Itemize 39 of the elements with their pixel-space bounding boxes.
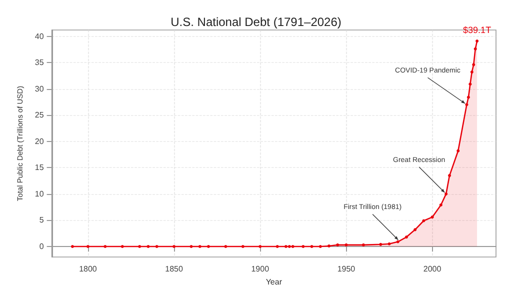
y-tick-label: 20 [34, 136, 44, 146]
point [466, 96, 470, 99]
x-tick-label: 1800 [79, 264, 98, 274]
point [474, 47, 477, 50]
point [224, 244, 228, 248]
point [310, 244, 314, 248]
point [336, 243, 340, 246]
x-axis-title: Year [266, 277, 282, 286]
y-tick-label: 25 [34, 110, 44, 120]
y-tick-label: 10 [34, 189, 44, 198]
point [465, 103, 468, 106]
y-tick-label: 15 [34, 163, 44, 172]
y-tick-label: 40 [34, 32, 44, 41]
y-tick-label: 30 [34, 84, 44, 94]
point [444, 192, 448, 196]
point [190, 244, 193, 248]
point [470, 70, 474, 74]
point [146, 244, 150, 248]
y-tick-label: 5 [39, 216, 44, 225]
x-tick-label: 1900 [251, 264, 270, 274]
point [439, 203, 442, 206]
point [414, 228, 417, 232]
chart-title: U.S. National Debt (1791–2026) [170, 15, 342, 29]
point [430, 216, 434, 219]
point [472, 63, 476, 66]
point [388, 242, 391, 246]
point [379, 242, 382, 246]
point [456, 149, 460, 152]
data-label: $39.1T [463, 25, 492, 36]
point [468, 82, 472, 86]
x-tick-label: 1950 [337, 264, 356, 274]
point [448, 174, 452, 178]
x-tick-label: 1850 [165, 264, 184, 274]
point [422, 219, 426, 222]
point [344, 243, 348, 246]
point [362, 243, 365, 246]
y-tick-label: 0 [39, 242, 44, 251]
y-tick-label: 35 [34, 58, 44, 68]
x-tick-label: 2000 [423, 264, 442, 274]
